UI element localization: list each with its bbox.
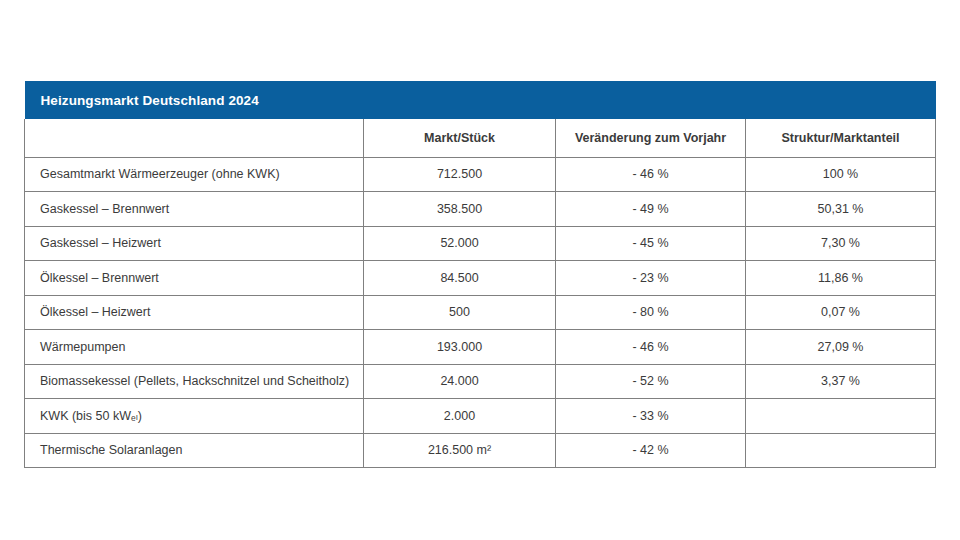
table-row: Ölkessel – Heizwert500- 80 %0,07 % [25,295,936,330]
cell-struktur-marktanteil: 50,31 % [746,192,936,227]
table-row: Ölkessel – Brennwert84.500- 23 %11,86 % [25,261,936,296]
cell-category-label: Gaskessel – Brennwert [25,192,364,227]
column-header-veraenderung-vorjahr: Veränderung zum Vorjahr [556,119,746,157]
cell-struktur-marktanteil: 100 % [746,157,936,192]
cell-category-label: Ölkessel – Brennwert [25,261,364,296]
cell-veraenderung-vorjahr: - 23 % [556,261,746,296]
table-row: Gaskessel – Brennwert358.500- 49 %50,31 … [25,192,936,227]
cell-struktur-marktanteil [746,399,936,434]
cell-veraenderung-vorjahr: - 46 % [556,157,746,192]
cell-markt-stueck: 358.500 [364,192,556,227]
cell-markt-stueck: 500 [364,295,556,330]
cell-veraenderung-vorjahr: - 80 % [556,295,746,330]
cell-struktur-marktanteil: 7,30 % [746,226,936,261]
page: Heizungsmarkt Deutschland 2024 Markt/Stü… [0,0,960,540]
table-row: Wärmepumpen193.000- 46 %27,09 % [25,330,936,365]
cell-markt-stueck: 2.000 [364,399,556,434]
table-row: KWK (bis 50 kWₑₗ)2.000- 33 % [25,399,936,434]
cell-category-label: Gesamtmarkt Wärmeerzeuger (ohne KWK) [25,157,364,192]
table-row: Biomassekessel (Pellets, Hackschnitzel u… [25,364,936,399]
cell-markt-stueck: 52.000 [364,226,556,261]
cell-struktur-marktanteil: 11,86 % [746,261,936,296]
cell-struktur-marktanteil: 3,37 % [746,364,936,399]
cell-markt-stueck: 84.500 [364,261,556,296]
table-title-bar: Heizungsmarkt Deutschland 2024 [25,81,936,119]
cell-category-label: Biomassekessel (Pellets, Hackschnitzel u… [25,364,364,399]
cell-markt-stueck: 24.000 [364,364,556,399]
cell-veraenderung-vorjahr: - 49 % [556,192,746,227]
cell-struktur-marktanteil [746,433,936,468]
cell-veraenderung-vorjahr: - 46 % [556,330,746,365]
cell-category-label: Thermische Solaranlagen [25,433,364,468]
cell-veraenderung-vorjahr: - 42 % [556,433,746,468]
table-row: Gaskessel – Heizwert52.000- 45 %7,30 % [25,226,936,261]
table-body: Gesamtmarkt Wärmeerzeuger (ohne KWK)712.… [25,157,936,468]
column-header-struktur-marktanteil: Struktur/Marktanteil [746,119,936,157]
column-header-markt-stueck: Markt/Stück [364,119,556,157]
table-row: Thermische Solaranlagen216.500 m²- 42 % [25,433,936,468]
cell-veraenderung-vorjahr: - 45 % [556,226,746,261]
cell-veraenderung-vorjahr: - 52 % [556,364,746,399]
cell-category-label: KWK (bis 50 kWₑₗ) [25,399,364,434]
table-title: Heizungsmarkt Deutschland 2024 [25,81,936,119]
cell-category-label: Gaskessel – Heizwert [25,226,364,261]
cell-markt-stueck: 712.500 [364,157,556,192]
cell-veraenderung-vorjahr: - 33 % [556,399,746,434]
cell-struktur-marktanteil: 27,09 % [746,330,936,365]
cell-category-label: Ölkessel – Heizwert [25,295,364,330]
heating-market-table: Heizungsmarkt Deutschland 2024 Markt/Stü… [24,81,936,468]
cell-markt-stueck: 193.000 [364,330,556,365]
column-header-empty [25,119,364,157]
cell-struktur-marktanteil: 0,07 % [746,295,936,330]
column-header-row: Markt/Stück Veränderung zum Vorjahr Stru… [25,119,936,157]
cell-category-label: Wärmepumpen [25,330,364,365]
table-row: Gesamtmarkt Wärmeerzeuger (ohne KWK)712.… [25,157,936,192]
cell-markt-stueck: 216.500 m² [364,433,556,468]
